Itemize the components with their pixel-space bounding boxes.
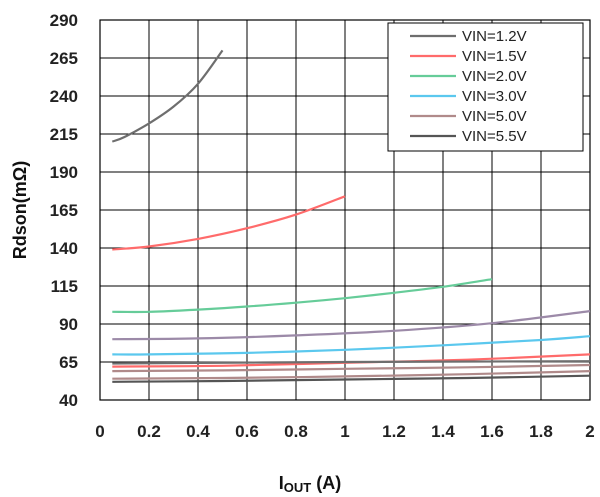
legend-label-5: VIN=5.5V: [462, 128, 527, 145]
series-line-2: [112, 278, 493, 314]
series-line-4: [112, 363, 591, 373]
y-tick-label-9: 265: [50, 49, 78, 68]
x-tick-label-1: 0.2: [137, 422, 161, 441]
x-axis-label-unit: (A): [311, 473, 341, 493]
series-line-7: [112, 310, 591, 341]
x-tick-label-10: 2: [585, 422, 594, 441]
x-tick-label-8: 1.6: [480, 422, 504, 441]
series-line-8: [112, 370, 591, 380]
legend-label-1: VIN=1.5V: [462, 48, 527, 65]
y-tick-label-8: 240: [50, 87, 78, 106]
x-tick-label-3: 0.6: [235, 422, 259, 441]
y-tick-label-5: 165: [50, 201, 78, 220]
x-tick-label-2: 0.4: [186, 422, 210, 441]
x-axis-label-sub: OUT: [284, 480, 312, 495]
y-tick-label-2: 90: [59, 315, 78, 334]
legend-label-4: VIN=5.0V: [462, 108, 527, 125]
y-tick-label-7: 215: [50, 125, 78, 144]
y-tick-label-1: 65: [59, 353, 78, 372]
tick-labels: 40 65 90 115 140 165 190 215 240 265 290 0 0.2 0.4 0.6…: [50, 11, 595, 441]
x-axis-label-main: I: [279, 473, 284, 493]
series-line-9: [112, 360, 591, 365]
x-tick-label-9: 1.8: [529, 422, 553, 441]
legend-label-3: VIN=3.0V: [462, 88, 527, 105]
x-axis-label: IOUT (A): [279, 473, 341, 495]
y-tick-label-10: 290: [50, 11, 78, 30]
y-tick-label-3: 115: [51, 277, 78, 296]
series-line-0: [111, 49, 224, 143]
legend-label-2: VIN=2.0V: [462, 68, 527, 85]
series-layer: [111, 49, 591, 383]
legend-box: [387, 22, 584, 152]
y-tick-label-6: 190: [50, 163, 78, 182]
y-axis-label: Rdson(mΩ): [10, 161, 30, 259]
x-tick-label-0: 0: [95, 422, 104, 441]
legend: VIN=1.2V VIN=1.5V VIN=2.0V VIN=3.0V VIN=5.0V…: [387, 22, 584, 152]
x-tick-label-6: 1.2: [382, 422, 406, 441]
legend-label-0: VIN=1.2V: [462, 28, 527, 45]
x-tick-label-7: 1.4: [431, 422, 455, 441]
x-tick-label-4: 0.8: [284, 422, 308, 441]
y-tick-label-0: 40: [59, 391, 78, 410]
y-tick-label-4: 140: [50, 239, 78, 258]
series-line-1: [112, 195, 346, 251]
series-line-3: [112, 335, 591, 356]
series-line-5: [112, 374, 591, 383]
x-tick-label-5: 1: [340, 422, 349, 441]
